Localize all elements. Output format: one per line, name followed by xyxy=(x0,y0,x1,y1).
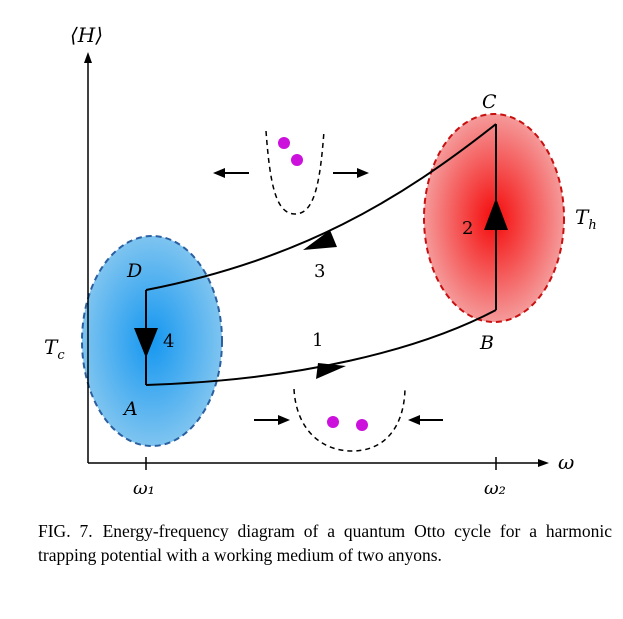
stroke-3-arrow xyxy=(303,230,337,250)
stroke-1-label: 1 xyxy=(312,330,323,351)
stroke-2-label: 2 xyxy=(462,218,473,239)
cold-temperature-label: Tc xyxy=(44,335,65,363)
compression-arrowhead-right xyxy=(408,415,420,425)
particle xyxy=(291,154,303,166)
stroke-1-arrow xyxy=(316,363,346,379)
otto-cycle-diagram: ⟨H⟩ ω ω₁ ω₂ A B C D 1 2 3 4 Tc Th xyxy=(44,23,597,499)
stroke-3-label: 3 xyxy=(314,261,325,282)
stroke-4-arrow xyxy=(134,328,158,358)
particle xyxy=(356,419,368,431)
point-a-label: A xyxy=(122,398,138,420)
y-axis-arrowhead xyxy=(84,52,92,63)
figure-caption: FIG. 7. Energy-frequency diagram of a qua… xyxy=(38,519,612,567)
point-b-label: B xyxy=(479,332,494,354)
omega1-label: ω₁ xyxy=(133,478,155,499)
upper-trap-potential xyxy=(265,130,325,215)
particle xyxy=(278,137,290,149)
stroke-3-path xyxy=(145,123,497,291)
x-axis-label: ω xyxy=(558,450,574,474)
hot-temperature-label: Th xyxy=(575,205,597,233)
omega2-label: ω₂ xyxy=(484,478,506,499)
stroke-4-label: 4 xyxy=(163,331,174,352)
point-d-label: D xyxy=(126,260,142,282)
y-axis-label: ⟨H⟩ xyxy=(70,23,103,47)
expansion-arrowhead-right xyxy=(357,168,369,178)
x-axis-arrowhead xyxy=(538,459,549,467)
caption-text: Energy-frequency diagram of a quantum Ot… xyxy=(38,521,612,565)
expansion-arrowhead-left xyxy=(213,168,225,178)
stroke-2-arrow xyxy=(484,198,508,230)
point-c-label: C xyxy=(482,91,497,113)
lower-trap-potential xyxy=(293,388,406,452)
stroke-1-path xyxy=(145,309,497,386)
compression-arrowhead-left xyxy=(278,415,290,425)
particle xyxy=(327,416,339,428)
caption-label: FIG. 7. xyxy=(38,521,93,541)
